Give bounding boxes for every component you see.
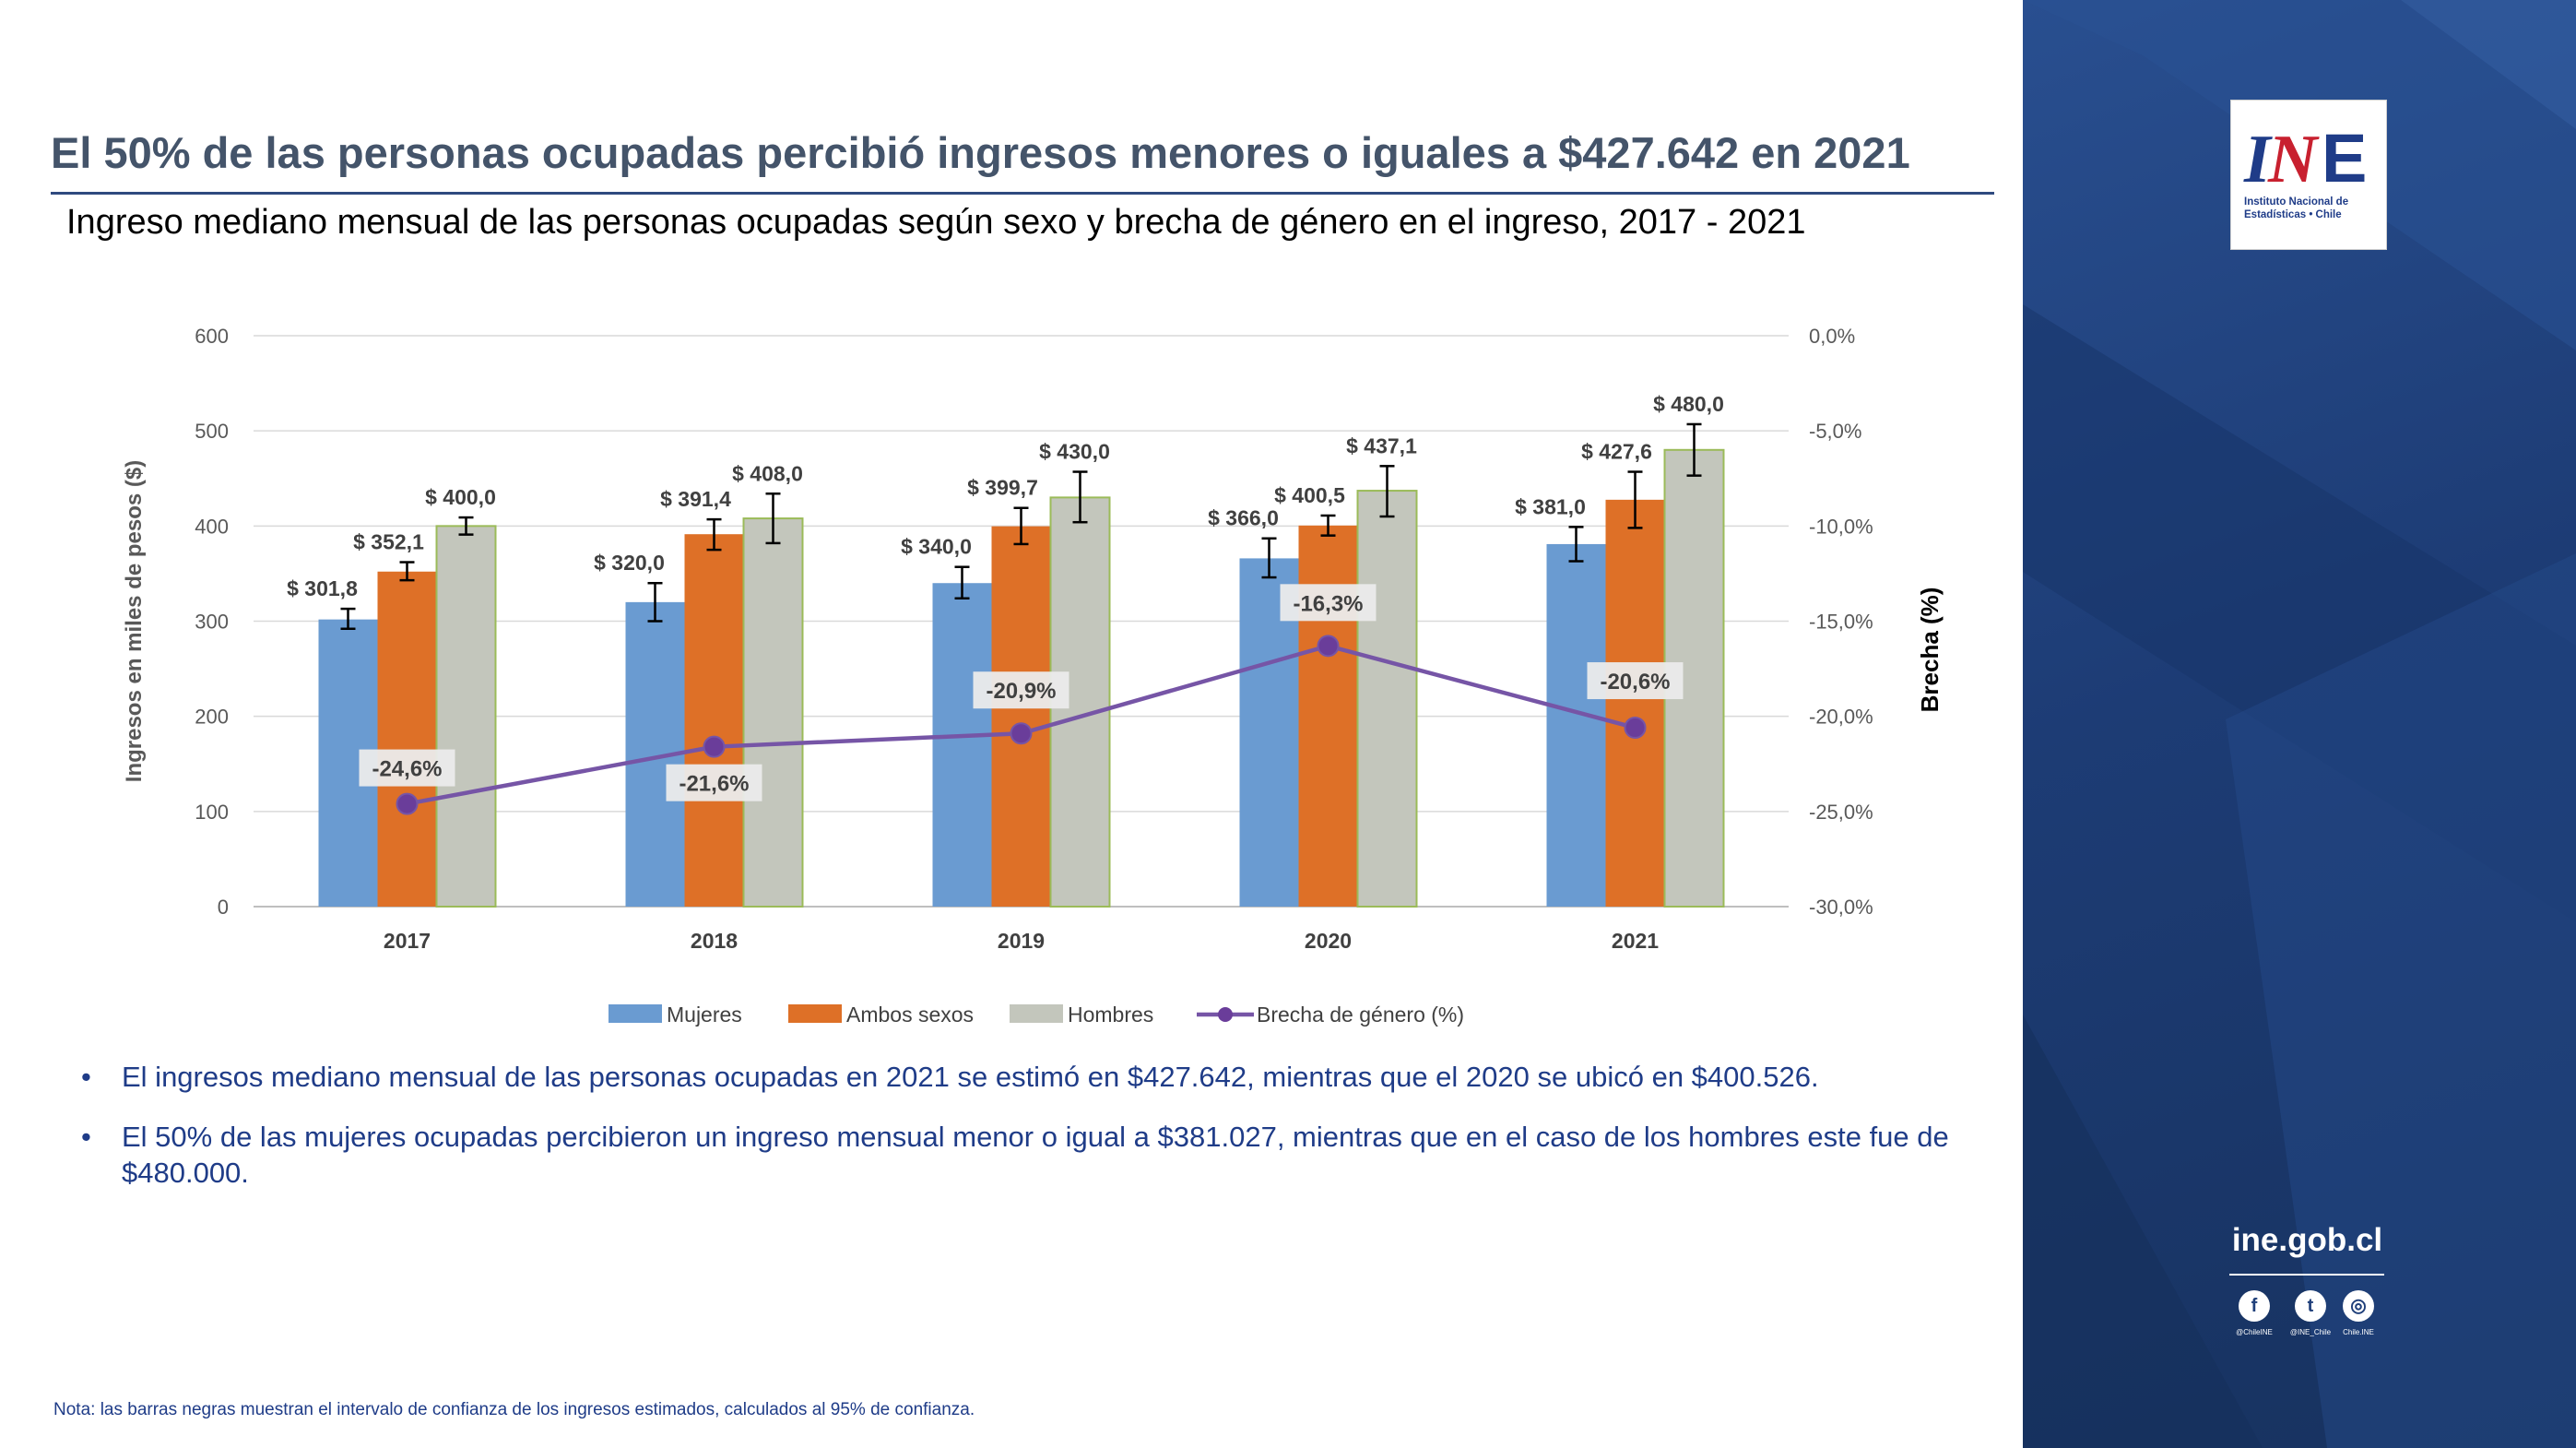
y2-tick-label: -20,0% [1809, 706, 1873, 729]
y-tick-label: 300 [195, 611, 229, 634]
bullet-item: • El ingresos mediano mensual de las per… [81, 1059, 1953, 1095]
y-tick-label: 0 [218, 896, 229, 919]
svg-text:E: E [2322, 121, 2367, 195]
gap-label-box [1587, 662, 1684, 700]
gap-data-label: -20,9% [986, 679, 1056, 704]
gap-data-label: -24,6% [372, 757, 442, 782]
bar [991, 526, 1051, 907]
bar-data-label: $ 430,0 [1039, 440, 1110, 464]
bar [742, 517, 804, 908]
title-divider [51, 192, 1994, 195]
legend-label: Mujeres [667, 1003, 742, 1027]
bar-data-label: $ 340,0 [901, 535, 972, 559]
bar [1546, 543, 1606, 907]
y2-axis-title: Brecha (%) [1916, 588, 1944, 713]
y-tick-label: 200 [195, 706, 229, 729]
logo-line-2: Estadísticas • Chile [2244, 209, 2342, 220]
chart-subtitle: Ingreso mediano mensual de las personas … [66, 203, 1806, 242]
y-tick-label: 400 [195, 515, 229, 538]
facebook-icon[interactable]: f [2239, 1290, 2270, 1322]
x-tick-label: 2018 [691, 929, 738, 953]
gap-label-box [1280, 584, 1377, 622]
x-tick-label: 2019 [998, 929, 1045, 953]
y-tick-label: 600 [195, 325, 229, 348]
bar-data-label: $ 352,1 [353, 530, 424, 554]
y2-tick-label: 0,0% [1809, 325, 1855, 348]
y-tick-label: 100 [195, 801, 229, 824]
bar-data-label: $ 437,1 [1346, 433, 1417, 457]
page-title: El 50% de las personas ocupadas percibió… [51, 128, 1910, 177]
bar [377, 571, 437, 907]
bar-data-label: $ 399,7 [967, 476, 1038, 500]
gap-point [1317, 635, 1340, 658]
bullet-item: • El 50% de las mujeres ocupadas percibi… [81, 1119, 1953, 1191]
bar [1356, 490, 1418, 908]
bar-data-label: $ 427,6 [1581, 440, 1652, 464]
y2-tick-label: -5,0% [1809, 420, 1861, 443]
bullet-dot: • [81, 1061, 91, 1093]
bar-data-label: $ 391,4 [660, 487, 731, 511]
gap-point [1624, 717, 1647, 740]
gap-point [703, 735, 726, 758]
x-tick-label: 2021 [1612, 929, 1659, 953]
legend-swatch [609, 1004, 662, 1023]
bullet-dot: • [81, 1121, 91, 1153]
x-tick-label: 2017 [384, 929, 431, 953]
gap-label-box [359, 749, 455, 787]
y-tick-label: 500 [195, 420, 229, 443]
footnote: Nota: las barras negras muestran el inte… [53, 1400, 975, 1419]
gap-point [1010, 722, 1033, 745]
bar-data-label: $ 480,0 [1653, 392, 1724, 416]
bar-data-label: $ 400,0 [425, 485, 496, 509]
gap-data-label: -20,6% [1600, 670, 1670, 694]
gap-data-label: -16,3% [1293, 591, 1363, 616]
website-link[interactable]: ine.gob.cl [2231, 1222, 2383, 1258]
y2-tick-label: -10,0% [1809, 515, 1873, 538]
gap-point [396, 792, 419, 815]
twitter-icon[interactable]: t [2295, 1290, 2326, 1322]
y2-tick-label: -25,0% [1809, 801, 1873, 824]
brand-side-panel [2023, 0, 2576, 1448]
legend-line-marker [1218, 1007, 1233, 1022]
bar-data-label: $ 408,0 [732, 461, 803, 485]
bar-data-label: $ 400,5 [1274, 483, 1345, 507]
bullet-text: El 50% de las mujeres ocupadas percibier… [122, 1121, 1949, 1189]
instagram-handle: Chile.INE [2343, 1328, 2374, 1336]
legend-label: Ambos sexos [846, 1003, 974, 1027]
logo-line-1: Instituto Nacional de [2244, 196, 2349, 208]
gap-label-box [973, 671, 1069, 709]
bullet-list: • El ingresos mediano mensual de las per… [81, 1059, 1953, 1215]
legend-swatch [788, 1004, 842, 1023]
svg-text:N: N [2267, 122, 2320, 195]
y-axis-title: Ingresos en miles de pesos ($) [122, 460, 147, 782]
bar [932, 583, 992, 907]
y2-tick-label: -30,0% [1809, 896, 1873, 919]
bar-data-label: $ 366,0 [1208, 506, 1279, 530]
website-underline [2229, 1274, 2384, 1276]
ine-logo-mark: I N E [2243, 121, 2367, 195]
legend-label: Hombres [1068, 1003, 1153, 1027]
bar [1298, 525, 1358, 907]
bullet-text: El ingresos mediano mensual de las perso… [122, 1061, 1819, 1093]
gap-label-box [666, 764, 762, 801]
svg-text:I: I [2243, 122, 2273, 195]
panel-decoration [2023, 0, 2576, 1448]
legend-swatch [1010, 1004, 1063, 1023]
facebook-handle: @ChileINE [2236, 1328, 2273, 1336]
income-gap-chart: 0 100 200 300 400 500 600 -30,0% -25,0% -20,0% -15… [122, 325, 1944, 1027]
bar-data-label: $ 381,0 [1515, 494, 1586, 518]
bar [435, 525, 497, 908]
instagram-icon[interactable]: ◎ [2343, 1290, 2374, 1322]
twitter-handle: @INE_Chile [2289, 1328, 2332, 1336]
bar-data-label: $ 320,0 [594, 551, 665, 575]
bar-data-label: $ 301,8 [287, 576, 358, 600]
x-tick-label: 2020 [1305, 929, 1352, 953]
gap-data-label: -21,6% [679, 772, 749, 797]
bar [1605, 499, 1665, 907]
y2-tick-label: -15,0% [1809, 611, 1873, 634]
ine-logo: I N E Instituto Nacional de Estadísticas… [2230, 100, 2387, 250]
legend-label: Brecha de género (%) [1257, 1003, 1464, 1027]
bar [684, 534, 744, 907]
